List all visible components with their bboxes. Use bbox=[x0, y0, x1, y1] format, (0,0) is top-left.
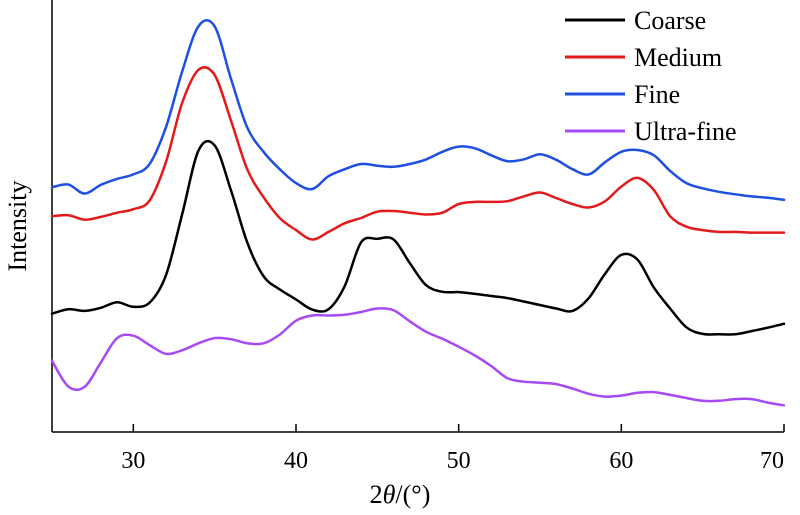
series-line-coarse bbox=[50, 139, 786, 336]
plot-area bbox=[50, 0, 786, 433]
x-ticks: 30 40 50 60 70 bbox=[121, 424, 785, 474]
x-tick-label: 40 bbox=[284, 448, 308, 474]
series-line-medium bbox=[50, 66, 786, 241]
x-axis-label: 2θ/(°) bbox=[370, 480, 431, 509]
series-group bbox=[50, 19, 786, 407]
legend-label: Medium bbox=[634, 43, 722, 72]
series-line-fine bbox=[50, 19, 786, 202]
y-axis-label: Intensity bbox=[3, 181, 32, 272]
legend: Coarse Medium Fine Ultra-fine bbox=[565, 6, 737, 146]
legend-label: Fine bbox=[634, 80, 680, 109]
x-tick-label: 60 bbox=[609, 448, 633, 474]
x-tick-label: 50 bbox=[447, 448, 471, 474]
legend-label: Coarse bbox=[634, 6, 706, 35]
series-line-ultra-fine bbox=[50, 307, 786, 407]
x-tick-label: 70 bbox=[760, 448, 784, 474]
x-tick-label: 30 bbox=[121, 448, 145, 474]
legend-label: Ultra-fine bbox=[634, 117, 737, 146]
